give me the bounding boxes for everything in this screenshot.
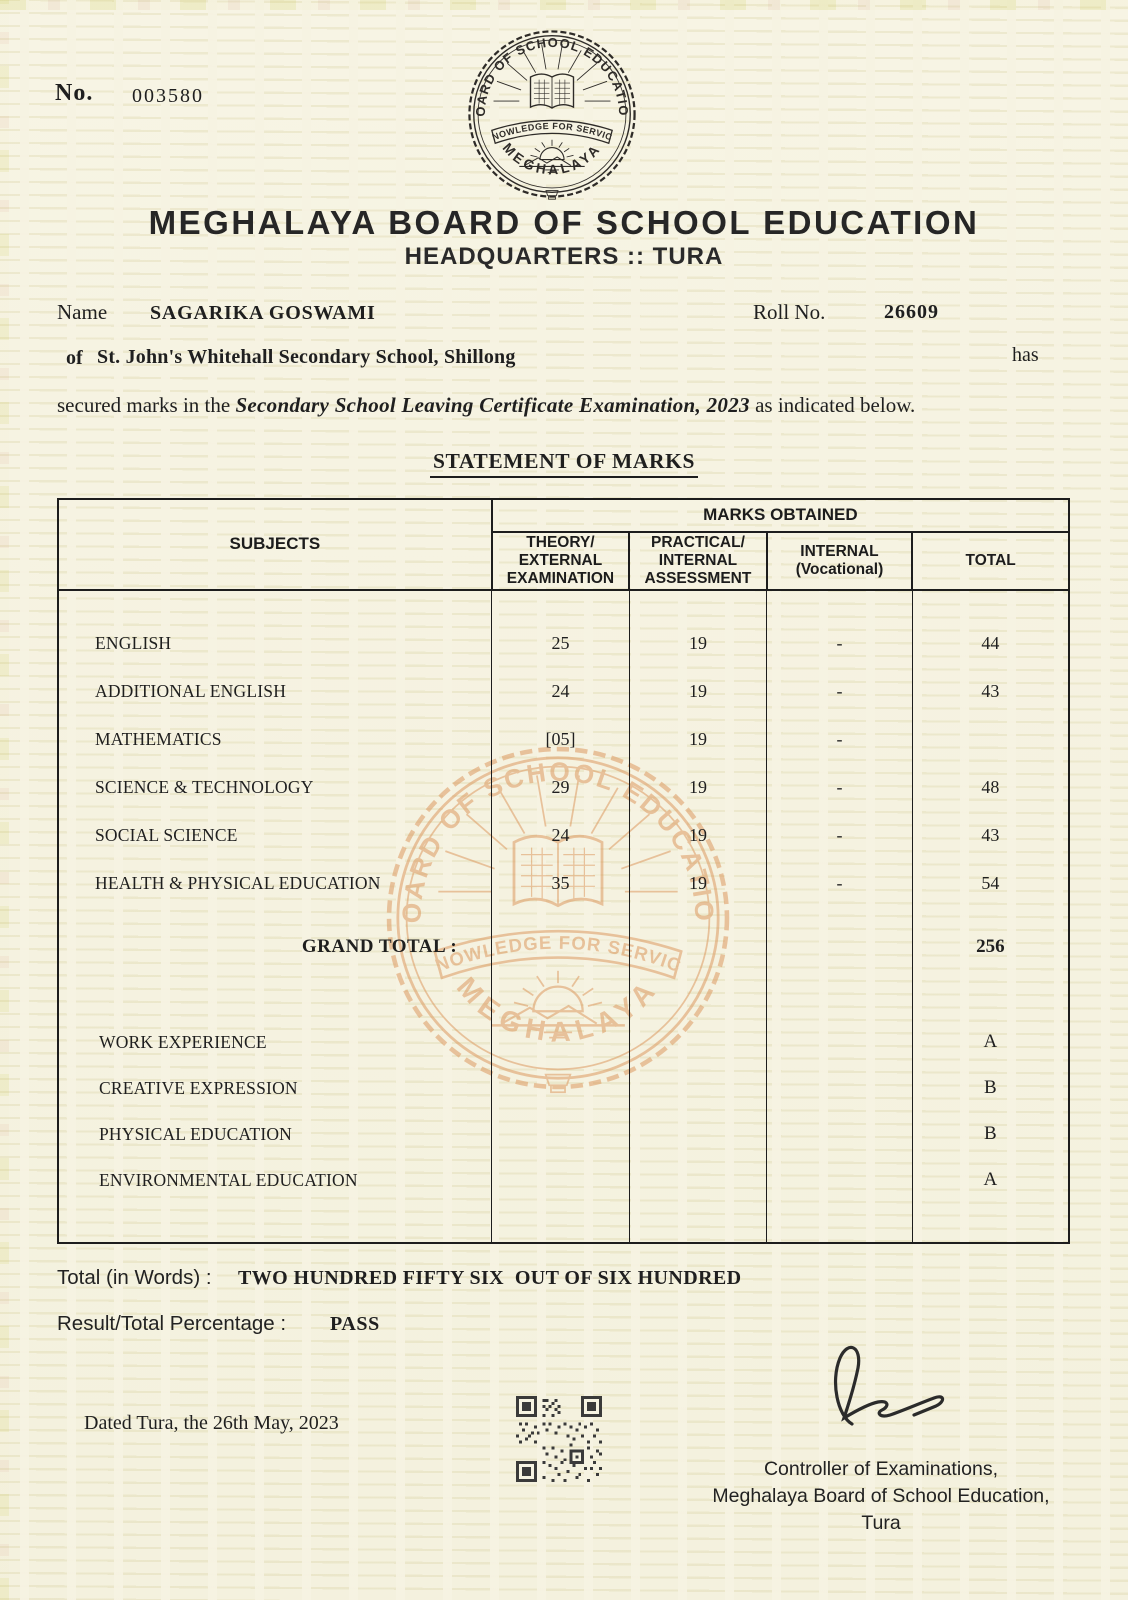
coscholastic-grade: A [911,1019,1070,1065]
total-mark: 44 [911,619,1070,667]
col-header-total: TOTAL [911,531,1070,591]
student-name: SAGARIKA GOSWAMI [150,302,376,324]
table-row: HEALTH & PHYSICAL EDUCATION 35 19 - 54 [57,859,1070,907]
practical-mark: 19 [628,715,768,763]
coscholastic-name: PHYSICAL EDUCATION [57,1111,493,1157]
theory-mark: [05] [491,715,630,763]
serial-no-value: 003580 [132,85,204,107]
internal-mark: - [766,619,913,667]
theory-mark: 24 [491,811,630,859]
coscholastic-grade: A [911,1157,1070,1203]
subject-name: ADDITIONAL ENGLISH [57,667,493,715]
result-value: PASS [330,1313,380,1335]
internal-mark: - [766,715,913,763]
marks-table: SUBJECTS MARKS OBTAINED THEORY/ EXTERNAL… [57,498,1071,1244]
coscholastic-row: CREATIVE EXPRESSION B [57,1065,1070,1111]
col-header-subjects: SUBJECTS [57,498,493,591]
has-label: has [1012,344,1039,366]
table-row: MATHEMATICS [05] 19 - [57,715,1070,763]
table-row: SOCIAL SCIENCE 24 19 - 43 [57,811,1070,859]
subject-name: SCIENCE & TECHNOLOGY [57,763,493,811]
practical-mark: 19 [628,667,768,715]
qr-code [516,1396,602,1482]
statement-of-marks-title: STATEMENT OF MARKS [429,449,699,478]
coscholastic-name: CREATIVE EXPRESSION [57,1065,493,1111]
total-mark: 43 [911,811,1070,859]
of-label: of [66,347,83,369]
coscholastic-name: WORK EXPERIENCE [57,1019,493,1065]
dated-line: Dated Tura, the 26th May, 2023 [84,1412,339,1434]
secured-suffix: as indicated below. [749,393,916,417]
col-header-theory: THEORY/ EXTERNAL EXAMINATION [490,531,631,591]
board-seal-emblem [466,28,636,200]
table-row: ADDITIONAL ENGLISH 24 19 - 43 [57,667,1070,715]
theory-mark: 24 [491,667,630,715]
school-name: St. John's Whitehall Secondary School, S… [97,346,516,368]
subject-name: HEALTH & PHYSICAL EDUCATION [57,859,493,907]
theory-mark: 35 [491,859,630,907]
practical-mark: 19 [628,619,768,667]
board-name-title: MEGHALAYA BOARD OF SCHOOL EDUCATION [148,204,980,241]
secured-marks-sentence: secured marks in the Secondary School Le… [57,393,1057,418]
name-label: Name [57,300,108,324]
grand-total-row: GRAND TOTAL : 256 [57,907,1070,987]
total-mark: 48 [911,763,1070,811]
coscholastic-row: ENVIRONMENTAL EDUCATION A [57,1157,1070,1203]
table-row: SCIENCE & TECHNOLOGY 29 19 - 48 [57,763,1070,811]
signatory-org: Meghalaya Board of School Education, [712,1485,1050,1507]
secured-prefix: secured marks in the [57,393,236,417]
signatory-title: Controller of Examinations, [763,1458,999,1480]
practical-mark: 19 [628,763,768,811]
coscholastic-name: ENVIRONMENTAL EDUCATION [57,1157,493,1203]
subject-name: SOCIAL SCIENCE [57,811,493,859]
result-label: Result/Total Percentage : [57,1312,287,1335]
board-headquarters-subtitle: HEADQUARTERS :: TURA [404,243,724,270]
theory-mark: 25 [491,619,630,667]
total-in-words-value: TWO HUNDRED FIFTY SIX OUT OF SIX HUNDRED [238,1267,742,1289]
signatory-block: Controller of Examinations, Meghalaya Bo… [700,1456,1062,1537]
internal-mark: - [766,859,913,907]
top-edge-microtext [0,0,1128,10]
internal-mark: - [766,811,913,859]
left-edge-microtext [0,0,9,1600]
coscholastic-grade: B [911,1065,1070,1111]
grand-total-value: 256 [911,907,1070,987]
signatory-place: Tura [861,1512,901,1534]
roll-no-value: 26609 [884,301,939,323]
col-header-practical: PRACTICAL/ INTERNAL ASSESSMENT [628,531,768,591]
col-header-marks-obtained: MARKS OBTAINED [490,498,1071,533]
subject-name: ENGLISH [57,619,493,667]
total-in-words-label: Total (in Words) : [57,1266,212,1289]
total-mark: 54 [911,859,1070,907]
coscholastic-grade: B [911,1111,1070,1157]
table-row: ENGLISH 25 19 - 44 [57,619,1070,667]
subject-name: MATHEMATICS [57,715,493,763]
grand-total-label: GRAND TOTAL : [57,907,493,987]
coscholastic-row: PHYSICAL EDUCATION B [57,1111,1070,1157]
internal-mark: - [766,763,913,811]
practical-mark: 19 [628,811,768,859]
examination-name: Secondary School Leaving Certificate Exa… [235,393,750,417]
coscholastic-row: WORK EXPERIENCE A [57,1019,1070,1065]
total-mark [911,715,1070,763]
practical-mark: 19 [628,859,768,907]
roll-no-label: Roll No. [753,300,826,324]
controller-signature [833,1345,945,1426]
serial-no-label: No. [55,80,94,106]
theory-mark: 29 [491,763,630,811]
total-mark: 43 [911,667,1070,715]
col-header-internal: INTERNAL (Vocational) [765,531,914,591]
internal-mark: - [766,667,913,715]
